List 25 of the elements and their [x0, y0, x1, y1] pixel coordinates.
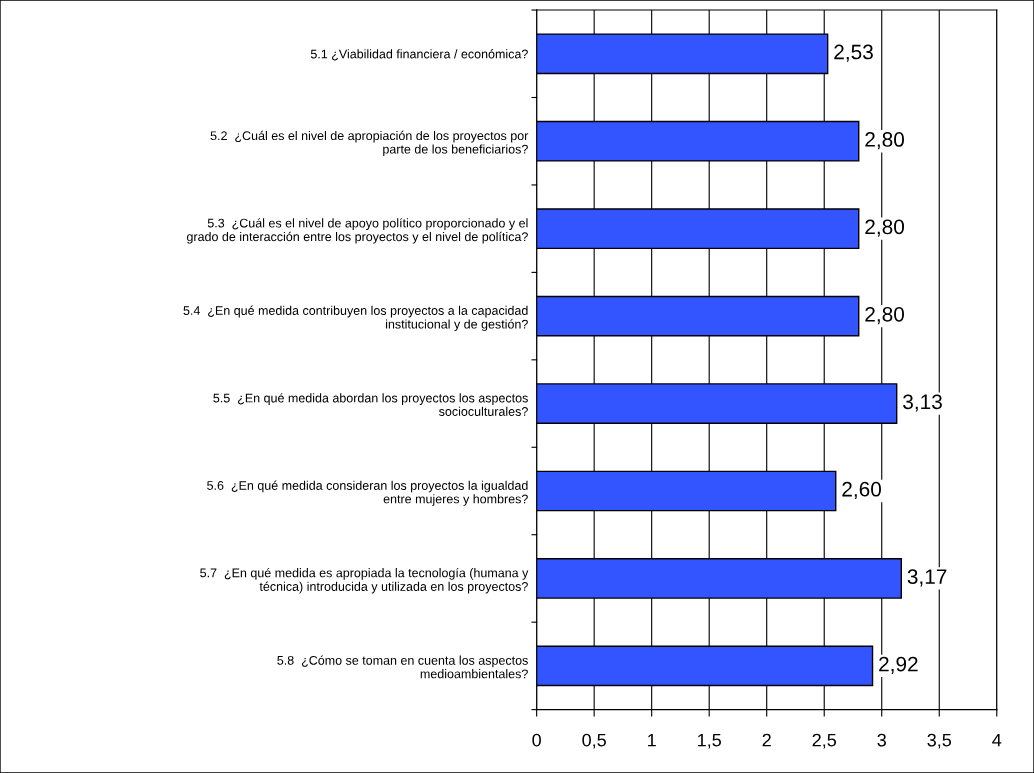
x-tick-label: 1	[648, 733, 656, 747]
x-tick-label: 1,5	[698, 733, 721, 749]
data-label: 2,80	[865, 306, 905, 325]
y-tick-label: 5.8 ¿Cómo se toman en cuenta los aspectos medioambientales?	[277, 655, 528, 679]
x-tick-label: 0,5	[582, 733, 606, 749]
data-label: 2,80	[865, 219, 905, 237]
y-tick-label: 5.6 ¿En qué medida consideran los proyectos la igualdad entre mujeres y hombres?	[207, 480, 528, 506]
y-tick-label: 5.3 ¿Cuál es el nivel de apoyo político proporcionado y el grado de interacción entre los proyectos y el nivel de política?	[187, 218, 528, 244]
y-tick-label: 5.2 ¿Cuál es el nivel de apropiación de los proyectos por parte de los beneficiarios?	[210, 130, 529, 157]
data-label: 2,53	[834, 44, 873, 62]
x-tick-label: 0	[532, 733, 541, 747]
data-label: 2,60	[842, 481, 882, 500]
data-label: 3,13	[903, 394, 942, 412]
y-tick-label: 5.7 ¿En qué medida es apropiada la tecnología (humana y técnica) introducida y utilizada en los proyectos?	[200, 567, 529, 594]
x-tick-label: 2	[762, 733, 771, 747]
data-label: 3,17	[907, 569, 947, 587]
x-tick-label: 3,5	[927, 733, 952, 749]
data-label: 2,92	[879, 656, 918, 674]
y-tick-label: 5.4 ¿En qué medida contribuyen los proyectos a la capacidad institucional y de gestión?	[183, 305, 528, 332]
data-label: 2,80	[865, 132, 905, 150]
x-tick-label: 2,5	[812, 733, 837, 749]
x-tick-label: 3	[877, 733, 886, 747]
x-tick-label: 4	[992, 733, 1002, 747]
y-tick-label: 5.5 ¿En qué medida abordan los proyectos los aspectos socioculturales?	[213, 393, 528, 416]
y-tick-label: 5.1 ¿Viabilidad financiera / económica?	[310, 49, 528, 61]
